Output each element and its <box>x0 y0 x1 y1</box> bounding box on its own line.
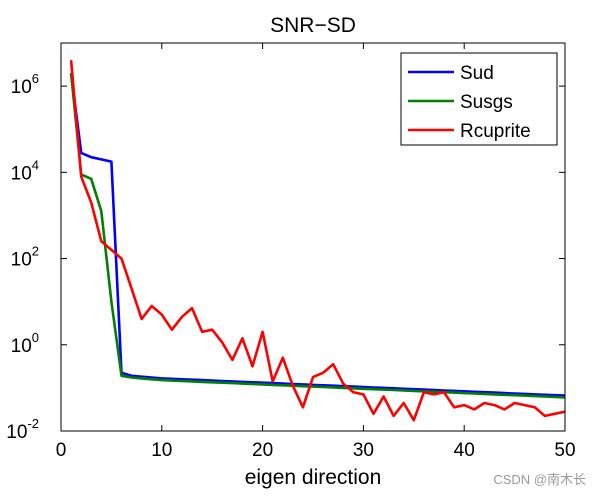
legend: Sud Susgs Rcuprite <box>400 52 558 146</box>
y-tick-exponent: 4 <box>32 157 39 172</box>
legend-label-susgs: Susgs <box>460 92 513 113</box>
x-tick-label: 0 <box>56 440 67 461</box>
y-tick-exponent: 2 <box>32 244 39 259</box>
legend-label-sud: Sud <box>460 63 494 84</box>
series-line-sud <box>69 73 566 397</box>
x-axis-label: eigen direction <box>245 466 382 489</box>
y-tick-exponent: -2 <box>27 416 39 431</box>
x-tick-label: 30 <box>353 440 374 461</box>
legend-items: Sud Susgs Rcuprite <box>408 63 531 142</box>
chart-title: SNR−SD <box>270 14 356 37</box>
y-tick-label: 100 <box>11 330 39 357</box>
series-line-rcuprite <box>69 60 566 422</box>
watermark: CSDN @南木长 <box>493 472 586 487</box>
series-lines <box>69 60 566 422</box>
x-axis-ticks: 0 10 20 30 40 50 <box>56 43 576 461</box>
y-tick-label: 102 <box>11 244 39 271</box>
plot-frame <box>60 42 566 432</box>
series-line-susgs <box>69 73 566 399</box>
y-tick-exponent: 6 <box>32 71 39 86</box>
legend-label-rcuprite: Rcuprite <box>460 121 531 142</box>
x-tick-label: 20 <box>252 440 273 461</box>
x-tick-label: 50 <box>554 440 575 461</box>
x-tick-label: 40 <box>454 440 475 461</box>
y-tick-label: 106 <box>11 71 39 98</box>
y-tick-label: 104 <box>11 157 39 184</box>
y-tick-exponent: 0 <box>32 330 39 345</box>
y-tick-label: 10-2 <box>6 416 39 443</box>
x-tick-label: 10 <box>151 440 172 461</box>
